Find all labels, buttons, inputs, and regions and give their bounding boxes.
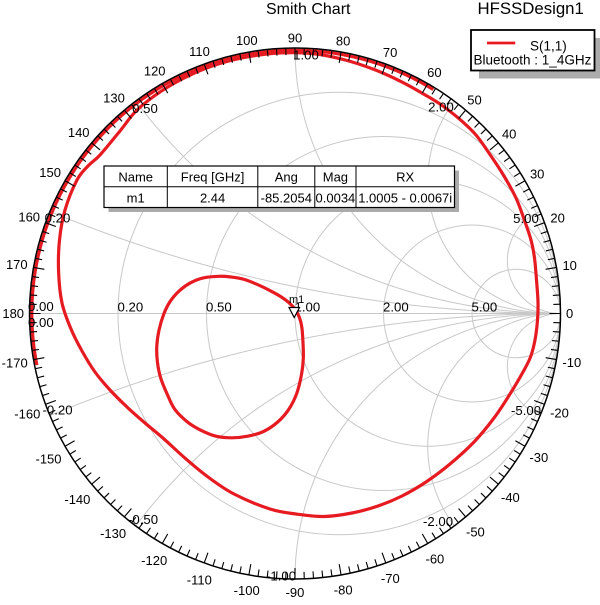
svg-text:20: 20 [550,211,564,226]
svg-text:0.50: 0.50 [132,101,158,116]
svg-text:0.00: 0.00 [28,299,54,314]
svg-text:Name: Name [118,170,153,185]
svg-text:1.00: 1.00 [293,47,319,62]
svg-text:0.50: 0.50 [206,300,232,315]
svg-text:40: 40 [502,127,516,142]
svg-text:2.44: 2.44 [200,191,225,206]
svg-text:160: 160 [18,210,40,225]
svg-text:1.00: 1.00 [295,300,321,315]
svg-text:110: 110 [189,44,210,59]
svg-text:-0.50: -0.50 [128,512,158,527]
svg-text:90: 90 [288,31,302,46]
svg-text:-50: -50 [466,524,485,539]
svg-text:-140: -140 [64,492,90,507]
svg-text:-150: -150 [35,452,61,467]
svg-text:Bluetooth : 1_4GHz: Bluetooth : 1_4GHz [474,52,592,67]
svg-text:0: 0 [566,306,573,321]
svg-text:0.00: 0.00 [28,315,54,330]
svg-text:130: 130 [103,91,125,106]
svg-text:60: 60 [427,65,441,80]
svg-text:-160: -160 [14,407,40,422]
svg-text:Freq [GHz]: Freq [GHz] [181,170,245,185]
svg-text:-120: -120 [141,553,167,568]
svg-text:Ang: Ang [275,170,298,185]
svg-text:-90: -90 [286,585,305,600]
svg-text:150: 150 [39,165,61,180]
svg-text:100: 100 [236,33,258,48]
svg-text:50: 50 [467,92,481,107]
svg-text:30: 30 [530,166,544,181]
svg-text:Smith Chart: Smith Chart [266,1,351,18]
svg-text:-85.2054: -85.2054 [261,191,312,206]
svg-text:-40: -40 [501,490,520,505]
svg-text:-170: -170 [2,356,28,371]
svg-text:-2.00: -2.00 [423,514,453,529]
svg-text:0.20: 0.20 [118,300,144,315]
svg-text:2.00: 2.00 [428,99,454,114]
svg-text:m1: m1 [289,294,304,306]
svg-text:HFSSDesign1: HFSSDesign1 [478,0,584,18]
svg-text:-10: -10 [562,355,581,370]
svg-text:-80: -80 [334,582,353,597]
svg-text:5.00: 5.00 [513,211,539,226]
svg-text:-70: -70 [381,571,400,586]
svg-text:-100: -100 [234,583,260,598]
svg-text:-130: -130 [100,526,126,541]
svg-text:S(1,1): S(1,1) [530,38,567,53]
svg-text:0.0034: 0.0034 [316,191,356,206]
svg-text:m1: m1 [127,191,145,206]
svg-text:180: 180 [2,306,24,321]
svg-text:70: 70 [383,45,397,60]
svg-text:80: 80 [336,34,350,49]
svg-text:170: 170 [6,257,28,272]
svg-text:-1.00: -1.00 [266,568,296,583]
svg-text:-0.20: -0.20 [42,402,72,417]
svg-text:1.0005 - 0.0067i: 1.0005 - 0.0067i [358,191,452,206]
svg-text:0.20: 0.20 [45,210,71,225]
svg-text:-110: -110 [187,572,212,587]
svg-text:RX: RX [396,170,414,185]
svg-text:-20: -20 [550,406,569,421]
svg-text:5.00: 5.00 [472,300,498,315]
svg-text:120: 120 [144,63,166,78]
svg-text:-5.00: -5.00 [511,403,541,418]
svg-text:Mag: Mag [323,170,348,185]
svg-text:140: 140 [68,125,90,140]
svg-text:-30: -30 [529,450,548,465]
svg-text:2.00: 2.00 [383,300,409,315]
svg-text:-60: -60 [426,552,445,567]
svg-text:10: 10 [562,258,576,273]
